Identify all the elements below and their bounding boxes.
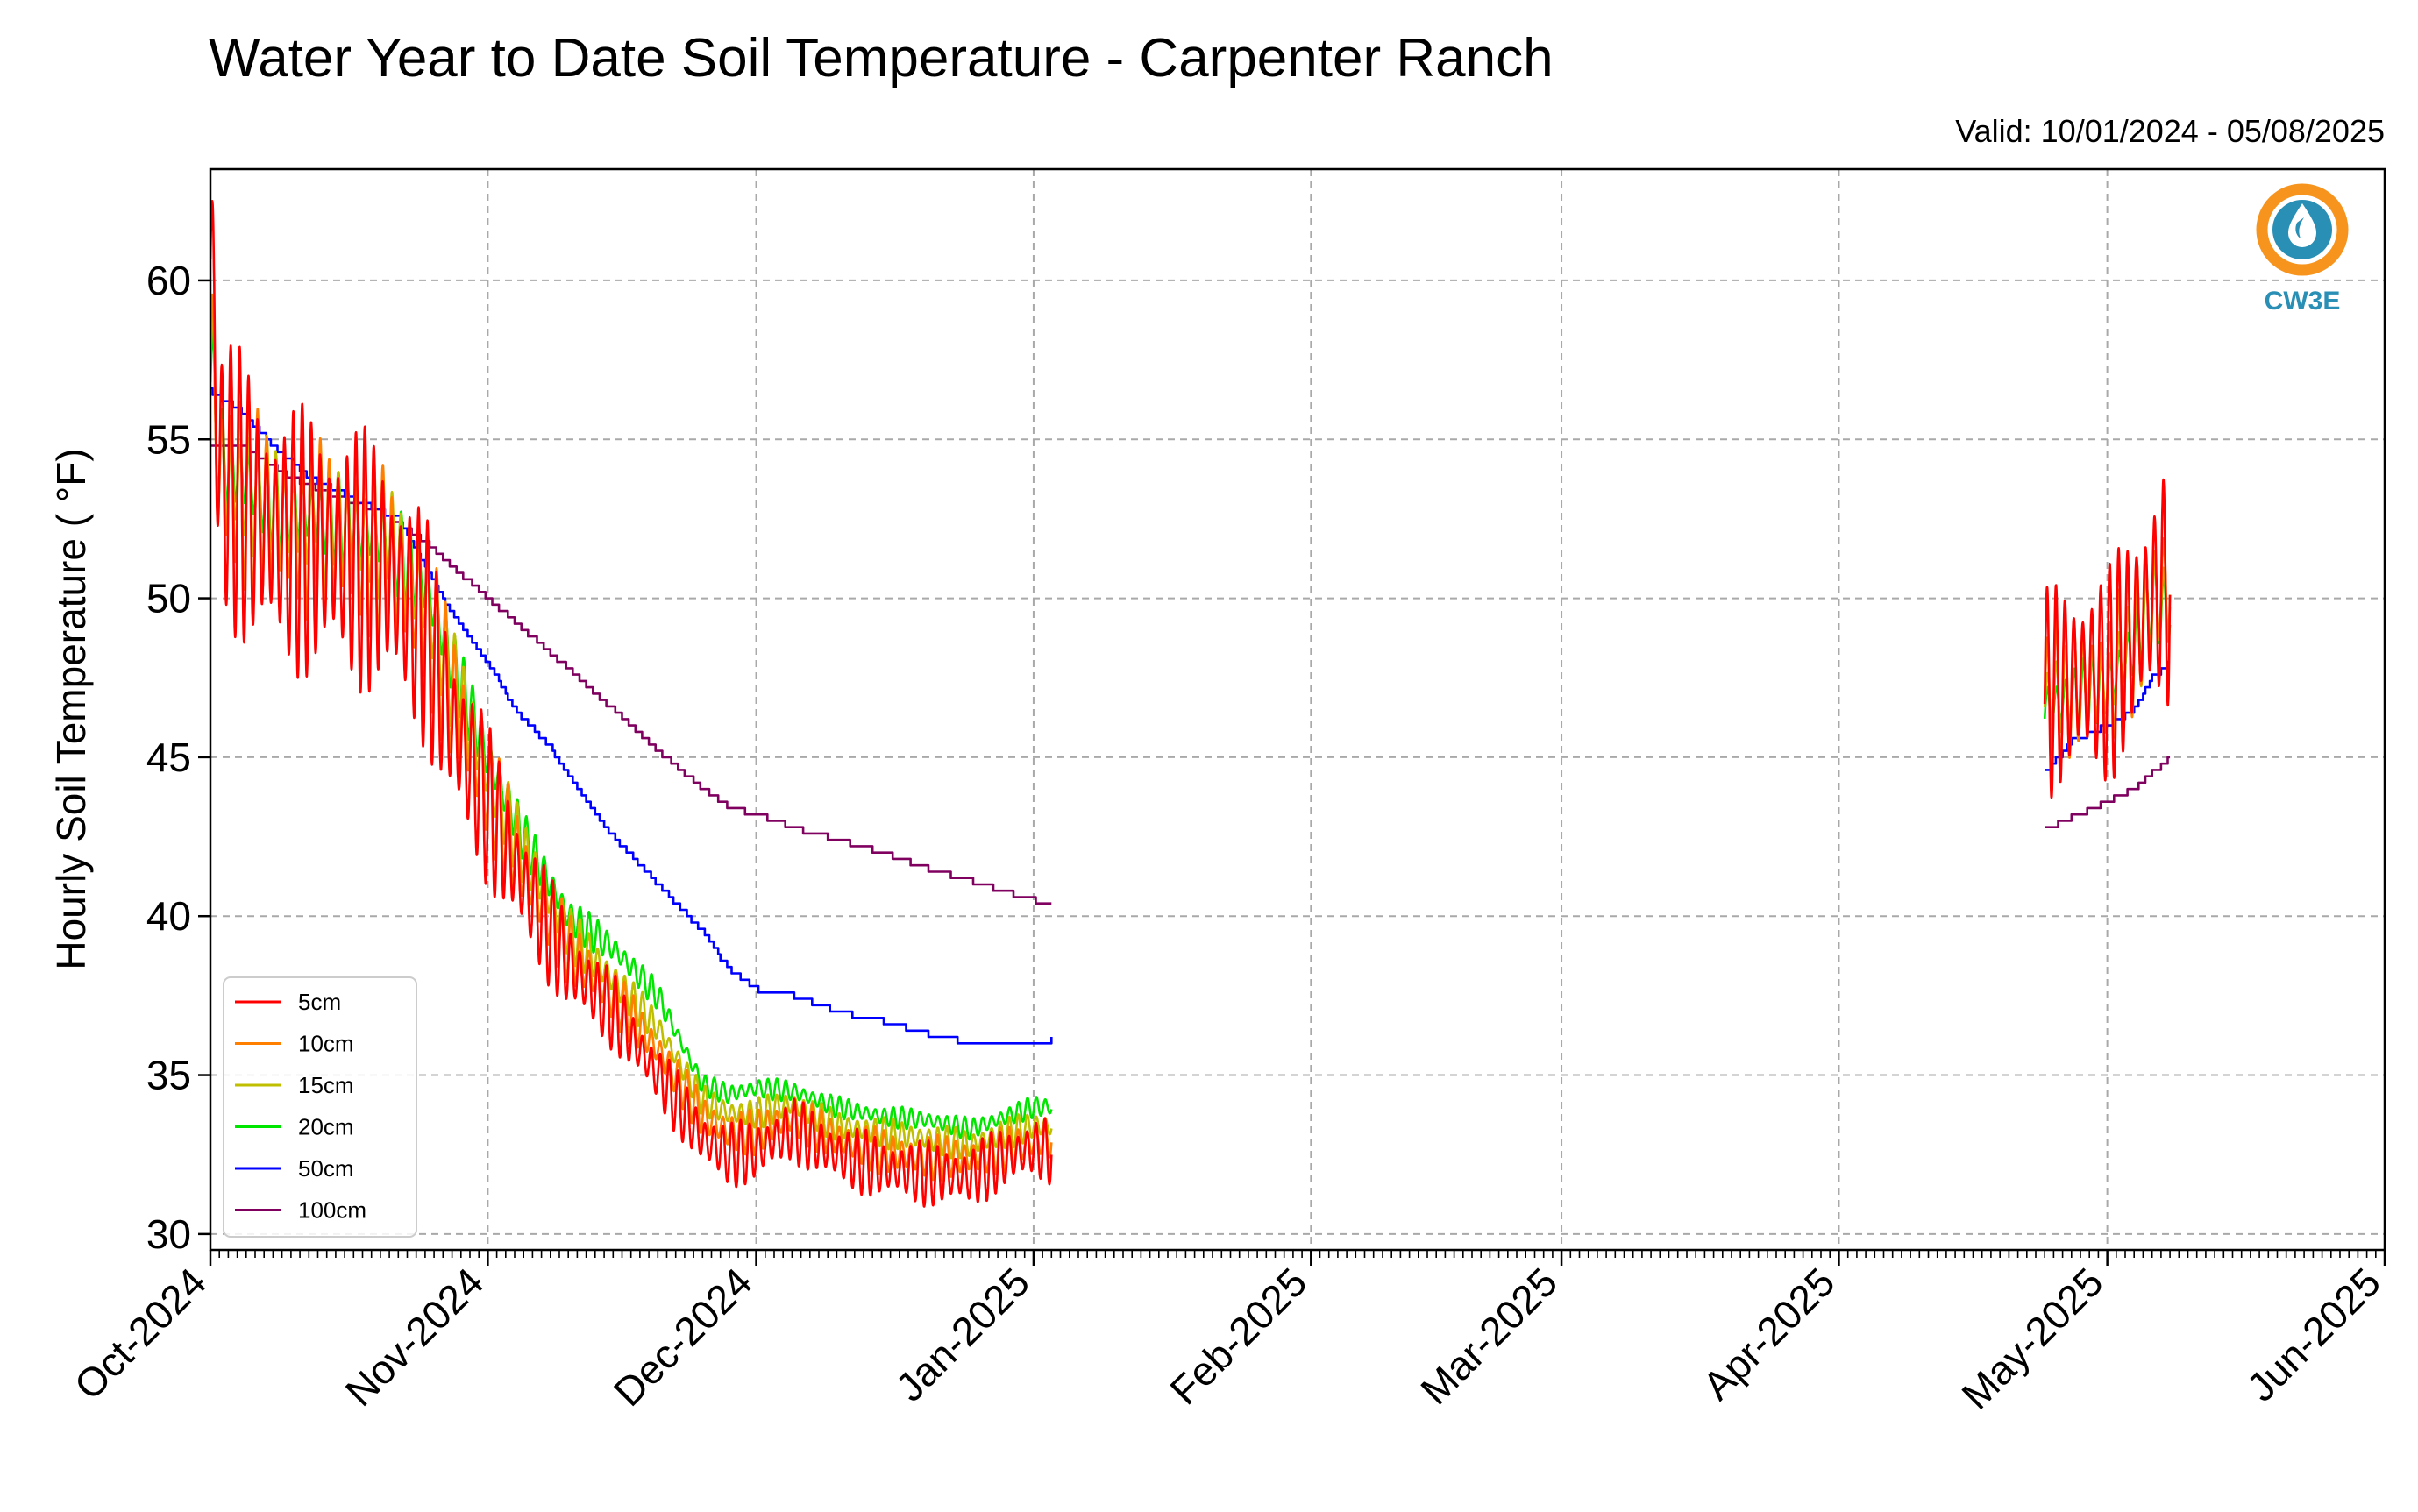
cw3e-logo: CW3E — [2256, 183, 2349, 316]
x-tick-label: Feb-2025 — [1161, 1259, 1315, 1413]
series-lines — [210, 200, 2172, 1208]
minor-ticks — [210, 1250, 2386, 1258]
series-line-50cm — [210, 387, 1053, 1045]
y-tick-label: 55 — [146, 416, 191, 462]
y-tick-label: 40 — [146, 893, 191, 939]
x-tick-label: Nov-2024 — [337, 1259, 493, 1415]
legend: 5cm 10cm 15cm 20cm 50cm 100cm — [223, 976, 417, 1238]
legend-label-10cm: 10cm — [298, 1031, 354, 1057]
x-minor-ticks — [210, 1250, 2386, 1258]
cw3e-logo-drop-icon — [2288, 203, 2316, 247]
plot-area — [209, 167, 2386, 1252]
x-tick-label: Jun-2025 — [2238, 1259, 2389, 1409]
y-tick-label: 45 — [146, 735, 191, 780]
series-line-50cm — [2045, 660, 2171, 771]
series-line-100cm — [2045, 756, 2171, 828]
series-20cm — [210, 330, 2172, 1141]
x-tick-label: Oct-2024 — [66, 1259, 216, 1409]
y-tick-label: 60 — [146, 258, 191, 303]
series-line-5cm — [2043, 478, 2172, 799]
x-tick-label: Jan-2025 — [887, 1259, 1038, 1409]
series-line-5cm — [210, 200, 1053, 1208]
legend-label-20cm: 20cm — [298, 1114, 354, 1140]
series-10cm — [210, 293, 2172, 1182]
cw3e-logo-flame-icon — [2295, 217, 2304, 238]
cw3e-logo-ring-icon — [2256, 183, 2349, 276]
series-15cm — [210, 306, 2172, 1160]
cw3e-logo-text: CW3E — [2265, 287, 2341, 316]
legend-label-15cm: 15cm — [298, 1072, 354, 1098]
y-tick-label: 35 — [146, 1053, 191, 1098]
legend-label-50cm: 50cm — [298, 1155, 354, 1182]
x-tick-label: May-2025 — [1952, 1259, 2111, 1417]
series-5cm — [210, 200, 2172, 1208]
y-tick-label: 30 — [146, 1211, 191, 1257]
y-axis: 30 35 40 45 50 55 60 — [146, 258, 210, 1257]
y-tick-label: 50 — [146, 576, 191, 621]
x-tick-label: Apr-2025 — [1694, 1259, 1844, 1409]
x-tick-label: Mar-2025 — [1412, 1259, 1566, 1413]
x-axis: Oct-2024 Nov-2024 Dec-2024 Jan-2025 Feb-2025… — [66, 1250, 2389, 1418]
valid-date-range: Valid: 10/01/2024 - 05/08/2025 — [1955, 113, 2385, 149]
legend-label-5cm: 5cm — [298, 989, 341, 1015]
x-tick-label: Dec-2024 — [605, 1259, 761, 1415]
chart-title: Water Year to Date Soil Temperature - Ca… — [209, 28, 1554, 89]
legend-label-100cm: 100cm — [298, 1197, 366, 1224]
series-50cm — [210, 387, 2171, 1045]
y-axis-label: Hourly Soil Temperature ( °F) — [48, 448, 94, 969]
